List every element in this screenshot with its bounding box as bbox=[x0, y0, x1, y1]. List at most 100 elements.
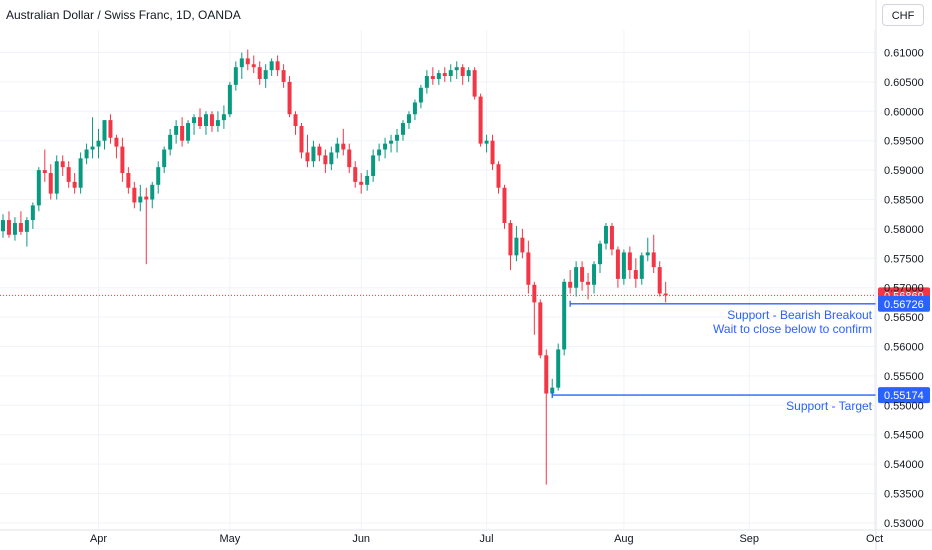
candle-body bbox=[233, 67, 238, 85]
candle-body bbox=[615, 249, 620, 279]
candle bbox=[311, 140, 316, 168]
candle-body bbox=[287, 81, 292, 115]
support-price-badge bbox=[878, 295, 930, 312]
candle bbox=[18, 211, 23, 235]
candle-body bbox=[203, 114, 208, 126]
candle-body bbox=[209, 114, 214, 126]
candle-body bbox=[96, 140, 101, 147]
candle bbox=[335, 137, 340, 159]
y-tick-label: 0.60000 bbox=[884, 106, 924, 118]
candle-body bbox=[102, 120, 107, 141]
y-tick-label: 0.55500 bbox=[884, 371, 924, 383]
candle bbox=[442, 67, 447, 82]
candle bbox=[538, 299, 543, 359]
candle-body bbox=[12, 223, 17, 235]
y-tick-label: 0.59000 bbox=[884, 165, 924, 177]
candle-body bbox=[311, 146, 316, 162]
candle bbox=[460, 64, 465, 85]
currency-button[interactable]: CHF bbox=[882, 4, 924, 26]
y-tick-label: 0.58500 bbox=[884, 195, 924, 207]
candle bbox=[281, 64, 286, 88]
candle-body bbox=[168, 134, 173, 150]
candle bbox=[568, 270, 573, 294]
candle-body bbox=[520, 237, 525, 253]
candle-body bbox=[341, 143, 346, 150]
candle bbox=[275, 55, 280, 77]
candle-body bbox=[144, 196, 149, 200]
candle bbox=[377, 143, 382, 162]
candle-body bbox=[281, 70, 286, 82]
y-tick-label: 0.53000 bbox=[884, 518, 924, 530]
candle bbox=[508, 220, 513, 271]
candle-body bbox=[621, 252, 626, 279]
candle-body bbox=[478, 96, 483, 144]
candle bbox=[347, 143, 352, 174]
candle bbox=[544, 349, 549, 485]
y-tick-label: 0.60500 bbox=[884, 77, 924, 89]
candle-body bbox=[526, 252, 531, 285]
candle-body bbox=[66, 167, 71, 182]
candle bbox=[48, 164, 53, 200]
candle-body bbox=[490, 140, 495, 165]
candle bbox=[257, 61, 262, 85]
candle-body bbox=[502, 187, 507, 224]
candle-body bbox=[335, 143, 340, 153]
support-annotation-label: Support - Target bbox=[786, 399, 872, 413]
candle bbox=[490, 134, 495, 171]
candle bbox=[60, 155, 65, 176]
candle-body bbox=[215, 120, 220, 126]
candle bbox=[520, 228, 525, 259]
candle-body bbox=[150, 184, 155, 200]
candle-body bbox=[389, 140, 394, 144]
candle-body bbox=[1, 220, 5, 232]
candle-body bbox=[192, 117, 197, 124]
candle-body bbox=[657, 267, 662, 294]
candle bbox=[448, 64, 453, 82]
x-tick-label: Apr bbox=[90, 533, 107, 545]
candle bbox=[424, 70, 429, 94]
candle bbox=[592, 261, 597, 294]
candle-body bbox=[556, 349, 561, 388]
candle bbox=[317, 143, 322, 162]
candle bbox=[395, 128, 400, 153]
y-tick-label: 0.54000 bbox=[884, 459, 924, 471]
candle-body bbox=[24, 220, 29, 232]
candle bbox=[84, 143, 89, 165]
candle bbox=[627, 246, 632, 279]
candle-body bbox=[221, 114, 226, 121]
candle-body bbox=[269, 61, 274, 71]
candle-body bbox=[275, 61, 280, 71]
candle-body bbox=[496, 164, 501, 188]
candle-body bbox=[84, 149, 89, 159]
candle-body bbox=[138, 196, 143, 203]
candle bbox=[6, 211, 11, 238]
x-tick-label: Oct bbox=[866, 533, 883, 545]
candle bbox=[502, 184, 507, 229]
candle-body bbox=[353, 167, 358, 182]
candle-body bbox=[180, 126, 185, 141]
candle bbox=[192, 114, 197, 135]
candle-body bbox=[538, 302, 543, 356]
candle bbox=[233, 61, 238, 91]
candle-body bbox=[72, 181, 77, 188]
candle-body bbox=[418, 87, 423, 103]
candle-body bbox=[162, 149, 167, 168]
candle-body bbox=[424, 76, 429, 88]
candle-body bbox=[18, 223, 23, 232]
candle bbox=[120, 137, 125, 182]
candle-body bbox=[514, 237, 519, 256]
candle bbox=[603, 223, 608, 250]
candle bbox=[108, 114, 113, 144]
candle bbox=[645, 237, 650, 262]
candle-body bbox=[460, 67, 465, 77]
candle bbox=[514, 225, 519, 262]
candle bbox=[299, 123, 304, 159]
support-price-badge bbox=[878, 387, 930, 404]
candle bbox=[221, 105, 226, 129]
support-annotation-label: Wait to close below to confirm bbox=[713, 322, 872, 336]
candle-body bbox=[323, 155, 328, 165]
candle bbox=[144, 187, 149, 265]
candle bbox=[526, 240, 531, 294]
candle-body bbox=[550, 387, 555, 394]
